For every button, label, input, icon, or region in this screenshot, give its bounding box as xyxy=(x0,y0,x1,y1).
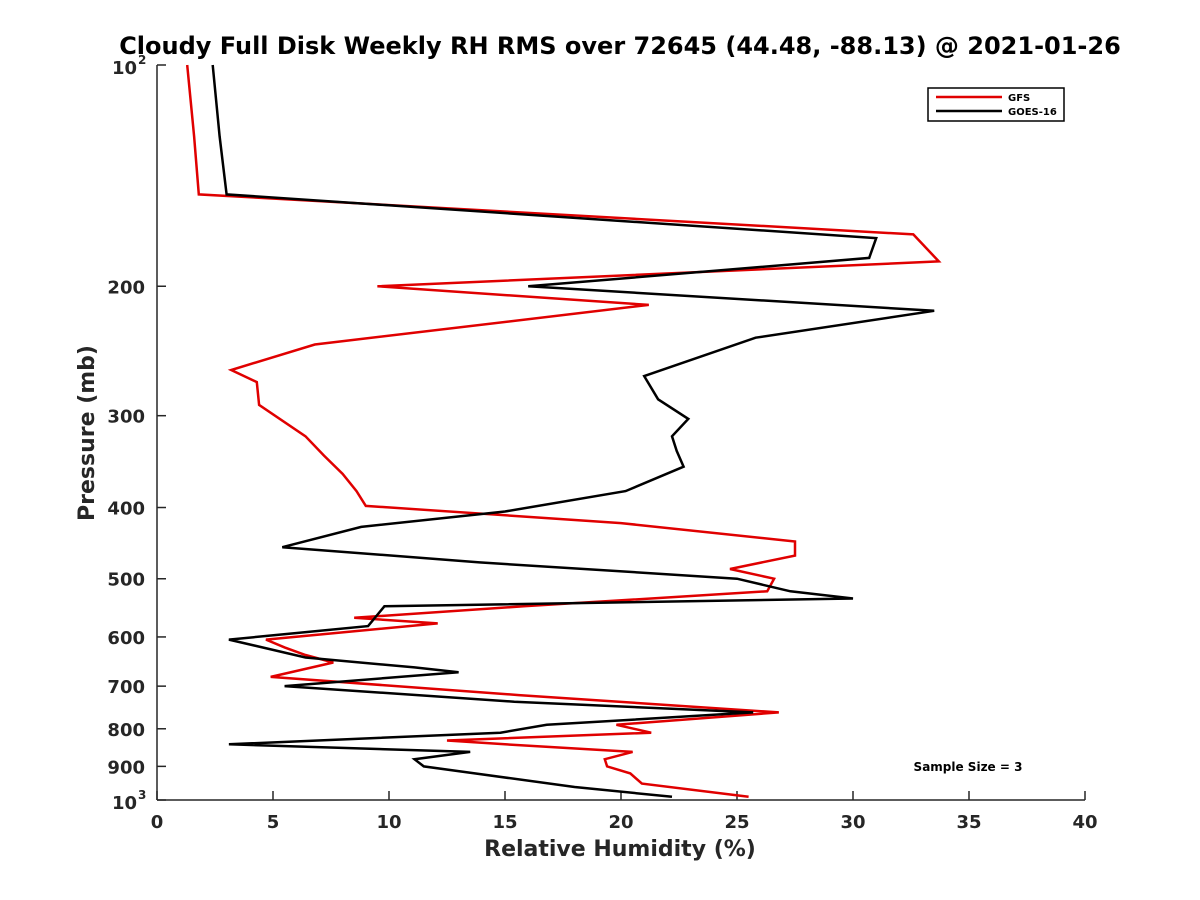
y-tick-label: 800 xyxy=(107,720,145,741)
x-tick-label: 5 xyxy=(267,812,280,833)
x-axis-label: Relative Humidity (%) xyxy=(484,837,756,862)
y-tick-label: 400 xyxy=(107,499,145,520)
x-tick-label: 30 xyxy=(840,812,865,833)
plot-area xyxy=(156,65,1085,801)
x-tick-label: 25 xyxy=(724,812,749,833)
x-axis-ticks: 0 5 10 15 20 25 30 35 40 xyxy=(151,791,1098,833)
series-line-goes16 xyxy=(211,64,935,799)
sample-size-note: Sample Size = 3 xyxy=(914,760,1023,774)
y-tick-exponent: 2 xyxy=(138,53,146,67)
y-tick-label: 10 xyxy=(112,793,137,814)
chart-title: Cloudy Full Disk Weekly RH RMS over 7264… xyxy=(119,32,1121,60)
series-line-gfs xyxy=(185,64,942,799)
y-tick-label: 10 xyxy=(112,58,137,79)
legend-label-goes16: GOES-16 xyxy=(1008,107,1057,118)
x-tick-label: 10 xyxy=(376,812,401,833)
y-axis-label: Pressure (mb) xyxy=(75,345,100,521)
x-tick-label: 40 xyxy=(1072,812,1097,833)
y-tick-label: 500 xyxy=(107,570,145,591)
y-tick-label: 300 xyxy=(107,407,145,428)
y-tick-label: 600 xyxy=(107,628,145,649)
x-tick-label: 35 xyxy=(956,812,981,833)
legend-label-gfs: GFS xyxy=(1008,93,1030,104)
y-tick-label: 200 xyxy=(107,277,145,298)
legend: GFS GOES-16 xyxy=(927,87,1065,122)
series-layer xyxy=(185,64,942,799)
x-tick-label: 15 xyxy=(492,812,517,833)
y-tick-exponent: 3 xyxy=(138,788,146,802)
x-tick-label: 20 xyxy=(608,812,633,833)
legend-box xyxy=(927,87,1065,122)
y-tick-label: 900 xyxy=(107,757,145,778)
y-tick-label: 700 xyxy=(107,677,145,698)
x-tick-label: 0 xyxy=(151,812,164,833)
